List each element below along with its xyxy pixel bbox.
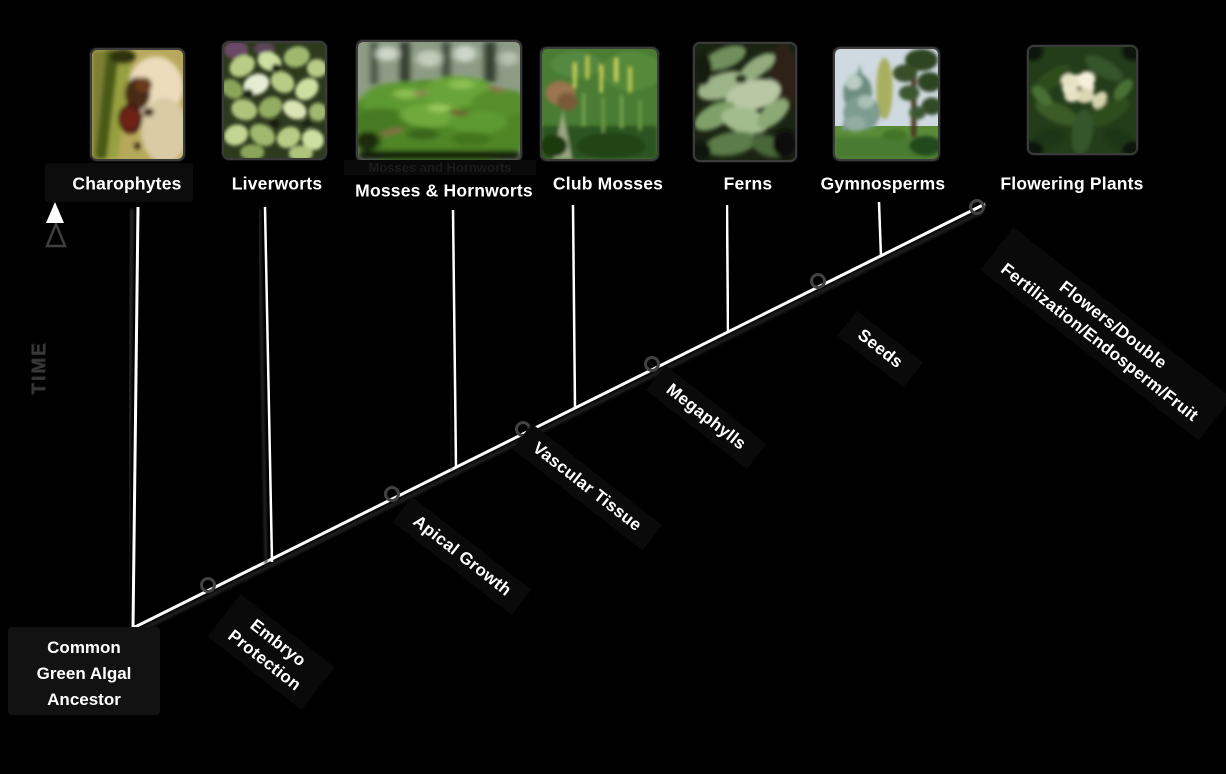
branch-line-charophytes <box>131 206 140 629</box>
main-axis-line <box>132 202 986 630</box>
trait-node-ring-megaphylls <box>644 356 660 372</box>
obscured-caption: Mosses and Hornworts <box>344 160 536 175</box>
taxon-label-club-mosses: Club Mosses <box>552 173 664 194</box>
branch-line-mosses-hornworts <box>451 209 458 469</box>
mosses-hornworts-photo <box>356 40 522 162</box>
liverworts-photo <box>222 41 327 160</box>
time-axis-arrowhead <box>46 202 64 223</box>
trait-node-ring-seeds <box>810 273 826 289</box>
taxon-label-gymnosperms: Gymnosperms <box>820 173 946 194</box>
branch-line-gymnosperms <box>877 201 883 258</box>
trait-node-ring-embryo-protection <box>200 577 216 593</box>
taxon-label-liverworts: Liverworts <box>231 173 323 194</box>
root-label-line: Ancestor <box>47 690 121 709</box>
taxon-label-flowering-plants: Flowering Plants <box>1000 173 1144 194</box>
ferns-photo <box>693 42 797 162</box>
trait-node-ring-apical-growth <box>384 486 400 502</box>
time-axis-label: TIME <box>29 341 50 395</box>
flowering-plants-photo <box>1027 45 1138 155</box>
root-label-line: Common <box>47 638 121 657</box>
charophytes-photo <box>90 48 185 161</box>
branch-line-ferns <box>725 204 730 333</box>
branch-line-club-mosses <box>571 204 577 410</box>
trait-node-ring-flowers <box>969 199 985 215</box>
taxon-label-charophytes: Charophytes <box>72 173 182 194</box>
gymnosperms-photo <box>833 47 940 161</box>
taxon-label-ferns: Ferns <box>723 173 773 194</box>
root-label-line: Green Algal <box>36 664 132 683</box>
branch-line-liverworts <box>263 206 274 563</box>
root-label: Common Green Algal Ancestor <box>8 627 160 715</box>
taxon-label-mosses-hornworts: Mosses & Hornworts <box>355 180 533 201</box>
time-axis-arrowhead-ghost <box>45 220 67 248</box>
club-mosses-photo <box>540 47 659 161</box>
charophytes-label-panel <box>45 163 193 202</box>
